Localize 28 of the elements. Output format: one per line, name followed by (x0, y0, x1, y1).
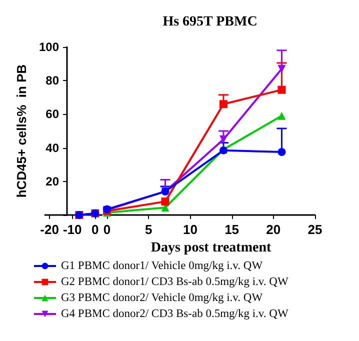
point (161, 198, 170, 206)
point (278, 86, 286, 94)
legend-label: G1 PBMC donor1/ Vehicle 0mg/kg i.v. QW (61, 260, 263, 272)
y-tick-label: 100 (38, 40, 60, 54)
point (278, 112, 286, 120)
x-axis-title: Days post treatment (150, 240, 272, 256)
point (219, 135, 228, 144)
x-tick-label: -10 (62, 222, 82, 237)
y-tick-label: 80 (46, 74, 60, 88)
x-tick-label: 20 (266, 222, 281, 237)
legend-label: G4 PBMC donor2/ CD3 Bs-ab 0.5mg/kg i.v. QW (61, 308, 288, 320)
x-tick-label: 25 (308, 222, 322, 237)
point (278, 148, 286, 156)
x-tick-label: 0 (92, 222, 99, 237)
y-tick-label: 20 (46, 174, 60, 188)
x-tick-label: 5 (144, 222, 152, 237)
x-tick-label: 10 (182, 222, 198, 237)
chart-title: Hs 695T PBMC (162, 14, 258, 30)
point (219, 100, 228, 108)
y-axis-title: hCD45+ cells% in PB (14, 64, 30, 198)
legend-label: G3 PBMC donor2/ Vehicle 0mg/kg i.v. QW (61, 292, 263, 304)
legend-label: G2 PBMC donor1/ CD3 Bs-ab 0.5mg/kg i.v. QW (61, 276, 288, 288)
point (278, 64, 286, 73)
y-tick-label: 60 (46, 107, 60, 122)
x-tick-label: 0 (103, 222, 111, 237)
x-tick-label: 15 (224, 222, 240, 237)
y-tick-label: 40 (46, 140, 60, 155)
x-tick-label: -20 (40, 222, 59, 237)
